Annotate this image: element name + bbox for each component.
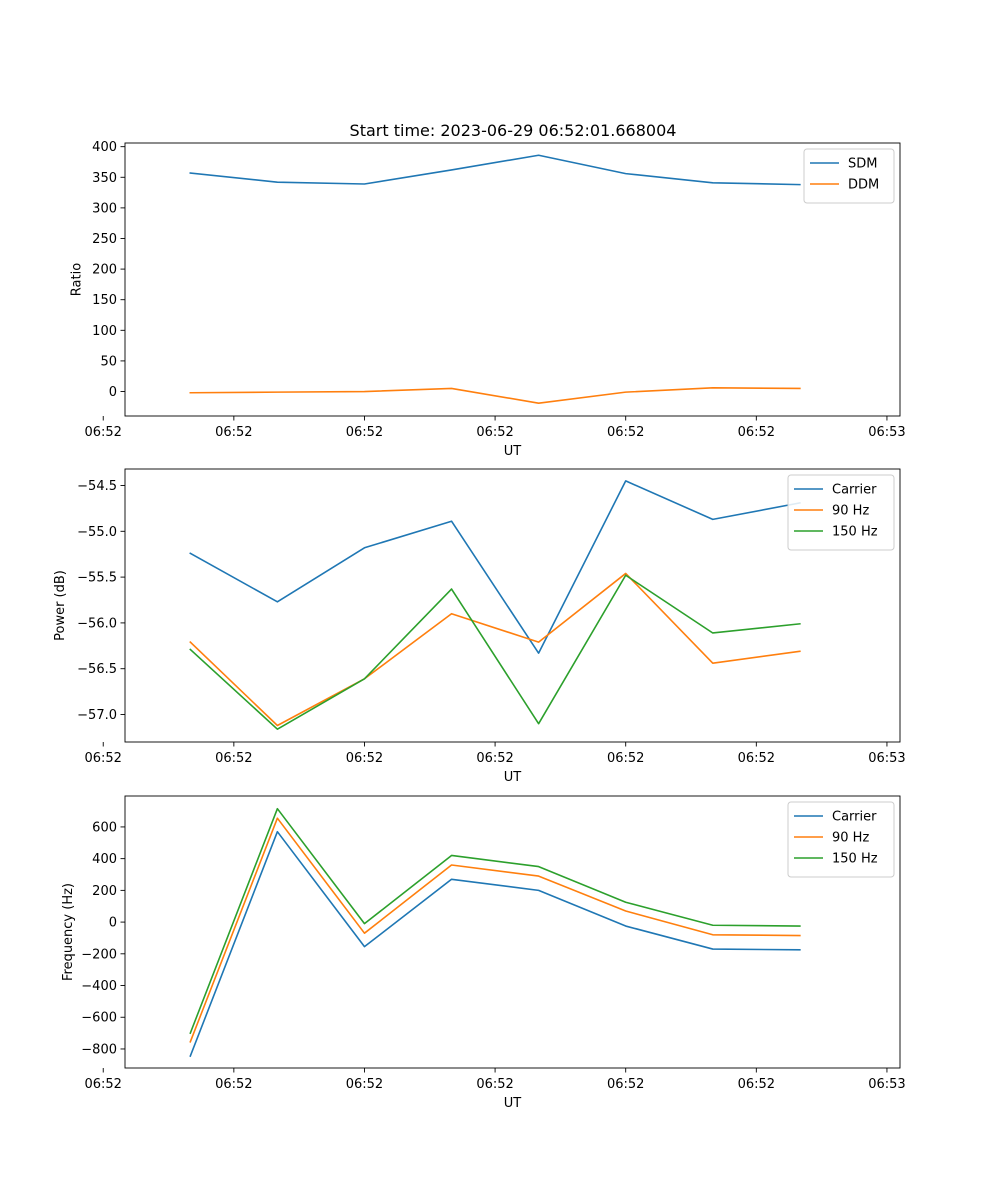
y-tick-label: −56.0 (77, 616, 117, 631)
y-tick-label: 50 (100, 354, 117, 369)
y-axis-label: Ratio (69, 263, 84, 296)
chart-panel-3: 06:52 06:52 06:52 06:52 06:52 06:52 06:53 UT −80… (61, 795, 906, 1111)
legend-label: 150 Hz (832, 852, 878, 867)
x-tick-label: 06:53 (868, 425, 905, 440)
x-tick-label: 06:52 (738, 1077, 775, 1092)
legend-label: 90 Hz (832, 831, 869, 846)
y-tick-label: −200 (81, 947, 117, 962)
chart-panels: 06:52 06:52 06:52 06:52 06:52 06:52 06:53 UT 0 50… (53, 140, 906, 1111)
legend-label: 150 Hz (832, 525, 878, 540)
y-axis: −57.0 −56.5 −56.0 −55.5 −55.0 −54.5 Power (dB) (53, 479, 125, 723)
y-tick-label: 400 (92, 140, 117, 155)
series-line-150-hz (189, 807, 801, 1035)
x-tick-label: 06:53 (868, 1077, 905, 1092)
x-tick-label: 06:52 (215, 751, 252, 766)
x-tick-label: 06:52 (84, 751, 121, 766)
x-tick-label: 06:52 (607, 1077, 644, 1092)
y-tick-label: −400 (81, 979, 117, 994)
series-line-sdm (189, 154, 801, 186)
chart-panel-2: 06:52 06:52 06:52 06:52 06:52 06:52 06:53 UT −57… (53, 468, 906, 785)
axes-frame (124, 468, 901, 743)
chart-panel-1: 06:52 06:52 06:52 06:52 06:52 06:52 06:53 UT 0 50… (69, 140, 905, 459)
series-lines (189, 154, 801, 404)
x-tick-label: 06:52 (476, 751, 513, 766)
axes-frame (124, 142, 901, 417)
series-line-150-hz (189, 574, 801, 730)
x-tick-label: 06:52 (215, 1077, 252, 1092)
legend-label: Carrier (832, 483, 877, 498)
legend: Carrier 90 Hz 150 Hz (787, 474, 895, 551)
series-line-90-hz (189, 817, 801, 1043)
x-tick-label: 06:52 (84, 425, 121, 440)
x-axis-label: UT (504, 770, 522, 785)
x-axis-label: UT (504, 444, 522, 459)
x-tick-label: 06:53 (868, 751, 905, 766)
y-tick-label: 350 (92, 171, 117, 186)
y-tick-label: −800 (81, 1042, 117, 1057)
y-tick-label: 250 (92, 232, 117, 247)
legend: Carrier 90 Hz 150 Hz (787, 801, 895, 878)
legend: SDM DDM (803, 148, 895, 204)
y-tick-label: 100 (92, 324, 117, 339)
y-tick-label: 0 (109, 385, 117, 400)
x-tick-label: 06:52 (346, 751, 383, 766)
y-tick-label: −55.0 (77, 525, 117, 540)
x-tick-label: 06:52 (346, 1077, 383, 1092)
y-tick-label: 150 (92, 293, 117, 308)
y-tick-label: 300 (92, 201, 117, 216)
y-tick-label: −57.0 (77, 708, 117, 723)
y-tick-label: 0 (109, 916, 117, 931)
legend-label: 90 Hz (832, 504, 869, 519)
y-tick-label: −55.5 (77, 571, 117, 586)
x-tick-label: 06:52 (738, 751, 775, 766)
series-line-ddm (189, 387, 801, 404)
y-tick-label: 400 (92, 852, 117, 867)
x-axis: 06:52 06:52 06:52 06:52 06:52 06:52 06:53 UT (84, 416, 906, 459)
y-tick-label: 200 (92, 263, 117, 278)
x-axis: 06:52 06:52 06:52 06:52 06:52 06:52 06:53 UT (84, 742, 906, 785)
y-axis: 0 50 100 150 200 250 300 350 400 Ratio (69, 140, 125, 400)
series-line-carrier (189, 830, 801, 1058)
x-axis: 06:52 06:52 06:52 06:52 06:52 06:52 06:53 UT (84, 1068, 906, 1111)
figure-title: Start time: 2023-06-29 06:52:01.668004 (350, 121, 677, 140)
x-tick-label: 06:52 (607, 425, 644, 440)
x-tick-label: 06:52 (215, 425, 252, 440)
x-tick-label: 06:52 (738, 425, 775, 440)
y-tick-label: 600 (92, 820, 117, 835)
series-line-90-hz (189, 572, 801, 727)
y-tick-label: −56.5 (77, 662, 117, 677)
x-tick-label: 06:52 (476, 425, 513, 440)
y-axis: −800 −600 −400 −200 0 200 400 600 Frequency (Hz) (61, 820, 125, 1057)
x-tick-label: 06:52 (84, 1077, 121, 1092)
legend-label: SDM (848, 157, 877, 172)
x-axis-label: UT (504, 1096, 522, 1111)
series-lines (189, 480, 801, 730)
y-axis-label: Power (dB) (53, 570, 68, 641)
legend-label: DDM (848, 178, 879, 193)
series-line-carrier (189, 480, 801, 654)
legend-label: Carrier (832, 810, 877, 825)
y-axis-label: Frequency (Hz) (61, 883, 76, 981)
x-tick-label: 06:52 (476, 1077, 513, 1092)
axes-frame (124, 795, 901, 1069)
y-tick-label: −54.5 (77, 479, 117, 494)
y-tick-label: 200 (92, 884, 117, 899)
y-tick-label: −600 (81, 1011, 117, 1026)
x-tick-label: 06:52 (346, 425, 383, 440)
x-tick-label: 06:52 (607, 751, 644, 766)
series-lines (189, 807, 801, 1058)
